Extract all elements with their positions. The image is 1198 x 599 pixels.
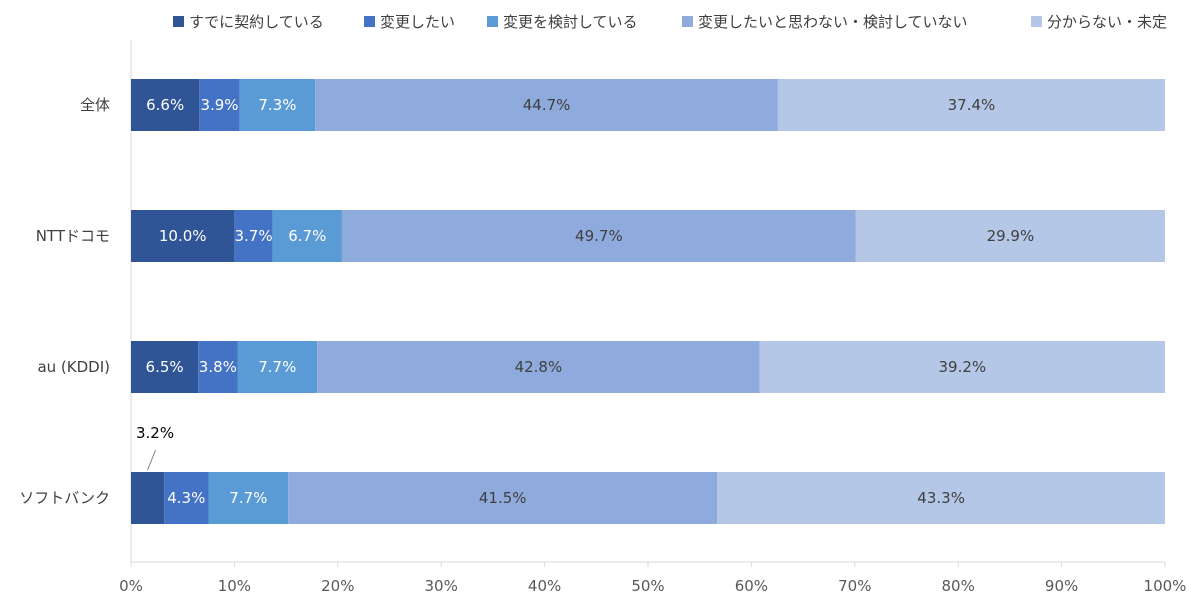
bar-segment (759, 341, 1165, 393)
legend-label-4: 変更したいと思わない・検討していない (698, 13, 968, 31)
x-tick-label: 40% (528, 577, 561, 595)
category-label: NTTドコモ (36, 227, 110, 245)
axes: 0% 10% 20% 30% 40% 50% 60% 70% 80% 90% 100% 全体 NTTドコ… (19, 40, 1186, 595)
bar-segment (777, 79, 1165, 131)
leader-line (147, 449, 157, 471)
legend-swatch-3 (487, 16, 498, 27)
bar-segment (131, 79, 200, 131)
legend: すでに契約している 変更したい 変更を検討している 変更したいと思わない・検討していな… (173, 13, 1167, 31)
data-label: 3.9% (200, 96, 238, 114)
legend-swatch-1 (173, 16, 184, 27)
legend-label-3: 変更を検討している (503, 13, 638, 31)
data-label: 49.7% (575, 227, 623, 245)
x-tick-label: 60% (735, 577, 768, 595)
x-tick-label: 10% (218, 577, 251, 595)
legend-label-5: 分からない・未定 (1047, 13, 1167, 31)
bar-segment (239, 79, 316, 131)
x-tick-label: 30% (425, 577, 458, 595)
bar-segment (317, 341, 760, 393)
data-label: 29.9% (987, 227, 1035, 245)
bar-segment (234, 210, 273, 262)
data-label: 44.7% (523, 96, 571, 114)
category-label: 全体 (80, 96, 110, 114)
data-label: 7.3% (258, 96, 296, 114)
data-label: 41.5% (479, 489, 527, 507)
x-tick-label: 70% (838, 577, 871, 595)
data-label: 37.4% (948, 96, 996, 114)
data-labels: 6.6% 3.9% 7.3% 44.7% 37.4% 10.0% 3.7% 6.7% 49.7%… (136, 96, 1034, 507)
data-label: 4.3% (167, 489, 205, 507)
data-label: 6.7% (288, 227, 326, 245)
bar-segment (198, 341, 238, 393)
data-label: 7.7% (229, 489, 267, 507)
bar-segment (855, 210, 1165, 262)
bars (131, 79, 1165, 524)
bar-segment (341, 210, 856, 262)
bar-segment (315, 79, 778, 131)
x-tick-label: 90% (1045, 577, 1078, 595)
x-tick-label: 50% (631, 577, 664, 595)
bar-segment (717, 472, 1165, 524)
bar-segment (131, 210, 235, 262)
bar-segment (272, 210, 342, 262)
category-label: ソフトバンク (19, 489, 110, 507)
data-label: 43.3% (917, 489, 965, 507)
data-label: 10.0% (159, 227, 207, 245)
bar-segment (199, 79, 240, 131)
bar-segment (208, 472, 289, 524)
bar-segment (237, 341, 318, 393)
data-label: 42.8% (515, 358, 563, 376)
category-label: au (KDDI) (37, 358, 110, 376)
legend-label-2: 変更したい (380, 13, 455, 31)
legend-swatch-5 (1031, 16, 1042, 27)
legend-swatch-2 (364, 16, 375, 27)
bar-segment (131, 472, 165, 524)
legend-swatch-4 (682, 16, 693, 27)
data-label: 3.8% (199, 358, 237, 376)
data-label: 6.5% (146, 358, 184, 376)
data-label: 6.6% (146, 96, 184, 114)
data-label: 3.7% (234, 227, 272, 245)
bar-segment (288, 472, 718, 524)
bar-segment (131, 341, 199, 393)
legend-label-1: すでに契約している (189, 13, 324, 31)
data-label: 7.7% (258, 358, 296, 376)
data-label: 39.2% (939, 358, 987, 376)
data-label: 3.2% (136, 424, 174, 442)
x-tick-label: 0% (119, 577, 143, 595)
x-tick-label: 100% (1144, 577, 1187, 595)
x-tick-label: 80% (942, 577, 975, 595)
x-tick-label: 20% (321, 577, 354, 595)
bar-segment (164, 472, 209, 524)
